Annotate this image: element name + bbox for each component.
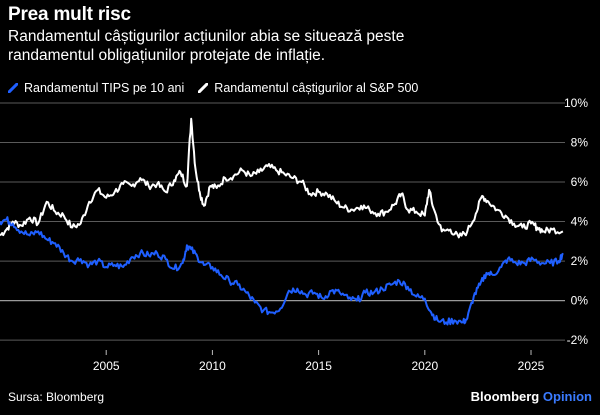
series-line: [0, 216, 564, 326]
x-tick-label: 2020: [411, 359, 438, 373]
series-line: [0, 117, 564, 239]
chart-title: Prea mult risc: [8, 4, 131, 25]
chart-legend: Randamentul TIPS pe 10 ani Randamentul c…: [8, 80, 432, 96]
x-tick-label: 2010: [199, 359, 226, 373]
legend-swatch-sp500-icon: [198, 83, 209, 93]
legend-item-sp500: Randamentul câștigurilor al S&P 500: [198, 81, 418, 95]
source-note: Sursa: Bloomberg: [8, 390, 105, 404]
y-tick-label: 6%: [571, 175, 589, 189]
legend-label-tips: Randamentul TIPS pe 10 ani: [24, 81, 185, 95]
legend-label-sp500: Randamentul câștigurilor al S&P 500: [214, 81, 419, 95]
y-tick-label: -2%: [567, 333, 589, 347]
x-tick-label: 2025: [518, 359, 545, 373]
brand-logo: Bloomberg Opinion: [471, 389, 592, 404]
y-tick-label: 4%: [571, 215, 589, 229]
y-tick-label: 10%: [564, 96, 588, 110]
y-axis: 10% 8% 6% 4% 2% 0% -2%: [564, 96, 588, 347]
brand-suffix: Opinion: [542, 389, 592, 404]
series-lines: [0, 117, 564, 326]
grid-lines: [0, 102, 565, 355]
y-tick-label: 8%: [571, 136, 589, 150]
y-tick-label: 2%: [571, 254, 589, 268]
x-tick-label: 2015: [305, 359, 332, 373]
chart-subtitle: Randamentul câștigurilor acțiunilor abia…: [8, 28, 405, 64]
y-tick-label: 0%: [571, 294, 589, 308]
brand-name: Bloomberg: [470, 389, 540, 404]
x-tick-label: 2005: [93, 359, 120, 373]
x-axis: 2005 2010 2015 2020 2025: [93, 359, 545, 373]
legend-item-tips: Randamentul TIPS pe 10 ani: [8, 81, 184, 95]
legend-swatch-tips-icon: [8, 83, 18, 93]
